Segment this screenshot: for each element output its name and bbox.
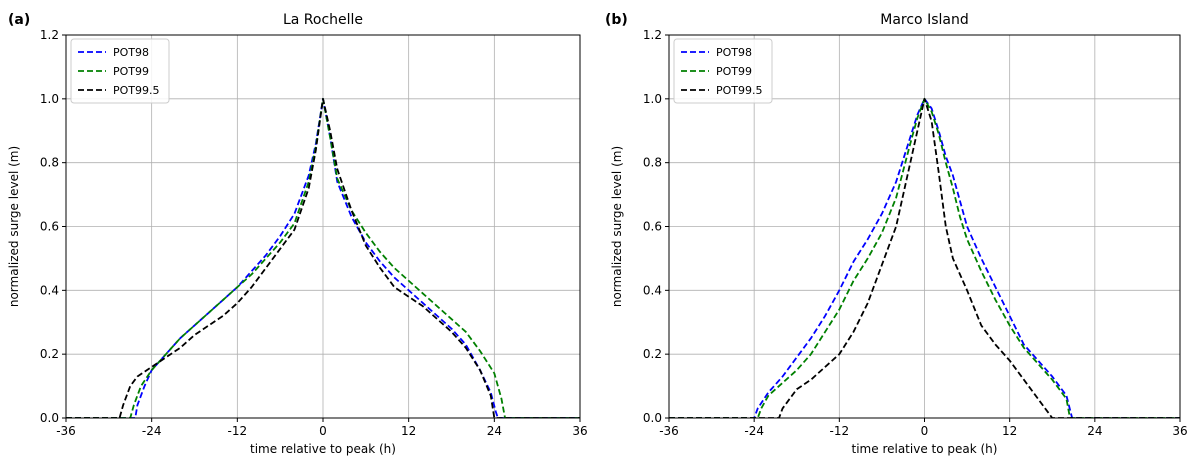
y-tick-label: 0.2 — [40, 347, 59, 361]
legend-label: POT98 — [716, 46, 752, 59]
x-tick-label: 12 — [401, 424, 416, 438]
x-tick-label: 36 — [572, 424, 587, 438]
series-line-pot99-5 — [66, 97, 580, 418]
panel-marco-island: -36 -24 -12 0 12 24 36 0.0 0.2 0.4 0.6 0.8 1.0 1.2 Mar… — [605, 12, 1188, 456]
legend-box — [70, 38, 170, 104]
series-line-pot98 — [669, 97, 1180, 418]
x-tick-label: -36 — [56, 424, 76, 438]
x-tick-label: 0 — [319, 424, 327, 438]
x-axis-label: time relative to peak (h) — [852, 442, 998, 456]
x-tick-label: -24 — [744, 424, 764, 438]
y-tick-label: 0.2 — [643, 347, 662, 361]
x-axis-label: time relative to peak (h) — [250, 442, 396, 456]
legend-label: POT98 — [113, 46, 149, 59]
y-tick-label: 0.8 — [40, 156, 59, 170]
legend-label: POT99 — [113, 65, 149, 78]
y-tick-label: 0.0 — [643, 411, 662, 425]
y-tick-label: 1.0 — [40, 92, 59, 106]
chart-title: La Rochelle — [283, 12, 363, 28]
x-tick-label: -36 — [659, 424, 679, 438]
legend-label: POT99.5 — [113, 84, 160, 97]
y-tick-label: 1.0 — [643, 92, 662, 106]
x-tick-label: -12 — [830, 424, 850, 438]
panel-label: (a) — [8, 12, 30, 28]
y-tick-label: 1.2 — [40, 28, 59, 42]
y-tick-label: 0.6 — [643, 220, 662, 234]
x-tick-label: 24 — [487, 424, 502, 438]
panel-la-rochelle: -36 -24 -12 0 12 24 36 0.0 0.2 0.4 0.6 0.8 1.0 1.2 La … — [7, 12, 588, 456]
series-line-pot99-5 — [669, 97, 1180, 418]
x-tick-label: 0 — [921, 424, 929, 438]
y-tick-label: 0.6 — [40, 220, 59, 234]
x-tick-label: -12 — [228, 424, 248, 438]
x-tick-label: 12 — [1002, 424, 1017, 438]
y-tick-label: 1.2 — [643, 28, 662, 42]
x-tick-label: 24 — [1087, 424, 1102, 438]
y-tick-label: 0.0 — [40, 411, 59, 425]
legend-label: POT99 — [716, 65, 752, 78]
panel-label: (b) — [605, 12, 628, 28]
chart-title: Marco Island — [880, 12, 968, 28]
y-axis-label: normalized surge level (m) — [7, 146, 21, 307]
legend-label: POT99.5 — [716, 84, 763, 97]
y-axis-label: normalized surge level (m) — [610, 146, 624, 307]
y-tick-label: 0.4 — [40, 283, 59, 297]
x-tick-label: -24 — [142, 424, 162, 438]
legend-box — [673, 38, 773, 104]
x-tick-label: 36 — [1172, 424, 1187, 438]
y-tick-label: 0.4 — [643, 283, 662, 297]
y-tick-label: 0.8 — [643, 156, 662, 170]
